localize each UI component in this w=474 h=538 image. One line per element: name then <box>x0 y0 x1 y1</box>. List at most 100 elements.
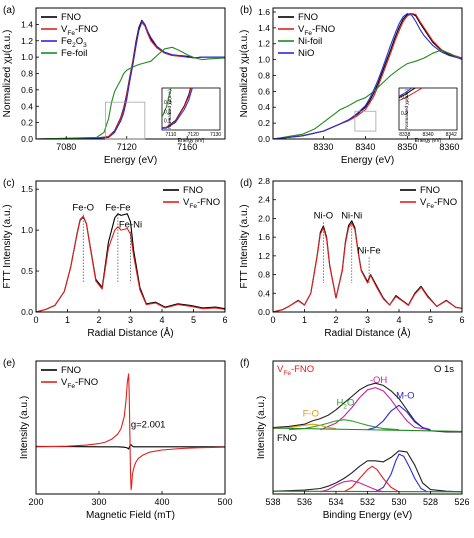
panel-b: (b) 8330 8340 8350 8360 0.0 0.2 0.4 0.6 0.8 1.0 1.2… <box>239 5 463 166</box>
series-line <box>273 423 337 430</box>
x-axis-label: Binding Energy (eV) <box>323 510 413 521</box>
x-tick-label: 530 <box>391 497 406 507</box>
y-tick-label: 0.0 <box>21 307 33 317</box>
y-tick-label: 0.0 <box>21 134 33 144</box>
y-tick-label: 2.8 <box>258 176 270 186</box>
series-group <box>273 13 462 139</box>
series-group <box>36 373 225 491</box>
x-tick-label: 200 <box>28 497 43 507</box>
y-tick-label: 0.2 <box>21 118 33 128</box>
annotation-label: Fe-Ni <box>119 220 142 231</box>
inset-x-tick-label: 8338 <box>399 132 410 138</box>
series-group <box>36 19 225 139</box>
inset-y-tick-label: 0.3 <box>164 100 171 106</box>
series-line <box>367 404 431 431</box>
y-tick-label: 1.0 <box>21 52 33 62</box>
plot-frame <box>272 7 463 140</box>
legend-label: VFe-FNO <box>420 197 457 210</box>
annotation-label: g=2.001 <box>131 420 166 431</box>
panel-letter: (f) <box>240 358 249 369</box>
x-tick-label: 8350 <box>397 142 417 152</box>
y-axis-label: Intensity (a.u.) <box>256 396 267 459</box>
y-tick-label: 2.0 <box>258 213 270 223</box>
plot-frame <box>35 360 226 495</box>
sample-label: VFe-FNO <box>277 364 314 377</box>
legend-label: VFe-FNO <box>61 24 98 37</box>
annotation-label: H2O <box>337 397 355 410</box>
series-line <box>36 46 225 139</box>
x-tick-label: 528 <box>423 497 438 507</box>
y-tick-label: 0.8 <box>258 270 270 280</box>
annotation-label: Ni-O <box>314 210 334 221</box>
x-tick-label: 8330 <box>313 142 333 152</box>
series-line <box>36 20 225 139</box>
panel-title: O 1s <box>434 364 454 375</box>
inset-series-line <box>162 88 193 129</box>
panel-letter: (d) <box>240 178 252 189</box>
legend-label: VFe-FNO <box>298 24 335 37</box>
x-tick-label: 4 <box>396 315 401 325</box>
series-line <box>273 220 462 312</box>
inset-y-tick-label: 0.2 <box>401 111 408 117</box>
y-tick-label: 0.8 <box>258 70 270 80</box>
y-tick-label: 0.0 <box>258 307 270 317</box>
series-line <box>36 373 225 491</box>
series-line <box>320 480 384 493</box>
zoom-box <box>354 110 377 132</box>
legend-label: FNO <box>61 365 81 376</box>
x-tick-label: 6 <box>459 315 464 325</box>
panel-d: (d) 0 1 2 3 4 5 6 0.0 0.4 0.8 1.2 1.6 2.0 2.4 2.8 Radial… <box>239 176 465 339</box>
series-line <box>36 215 225 312</box>
x-tick-label: 2 <box>333 315 338 325</box>
panel-f: (f) 538 536 534 532 530 528 526 Binding Energy (… <box>240 358 470 521</box>
y-tick-label: 1.6 <box>258 232 270 242</box>
x-tick-label: 5 <box>191 315 196 325</box>
x-axis-label: Radial Distance (Å) <box>324 326 410 339</box>
y-tick-label: 0.0 <box>258 134 270 144</box>
inset-y-tick-label: 0.1 <box>164 119 171 125</box>
legend-label: Ni-foil <box>298 36 322 47</box>
legend-label: Fe2O3 <box>61 36 87 49</box>
x-tick-label: 5 <box>428 315 433 325</box>
series-group <box>273 220 462 312</box>
x-tick-label: 7160 <box>177 142 197 152</box>
y-tick-label: 0.4 <box>258 102 270 112</box>
inset-series-line <box>162 88 192 129</box>
legend-label: VFe-FNO <box>61 377 98 390</box>
zoom-box <box>105 101 146 140</box>
x-tick-label: 526 <box>454 497 469 507</box>
inset-x-tick-label: 8340 <box>422 132 433 138</box>
series-line <box>288 419 400 431</box>
legend-label: NiO <box>298 48 314 59</box>
annotation-label: Ni-Fe <box>357 246 380 257</box>
x-tick-label: 400 <box>154 497 169 507</box>
x-tick-label: 532 <box>360 497 375 507</box>
series-line <box>320 387 431 431</box>
y-tick-label: 1.2 <box>258 39 270 49</box>
series-line <box>343 465 400 493</box>
series-group <box>36 213 225 312</box>
inset-frame <box>398 87 458 131</box>
x-tick-label: 3 <box>128 315 133 325</box>
x-axis-label: Energy (eV) <box>104 155 157 166</box>
annotation-label: Fe-Fe <box>105 202 130 213</box>
series-line <box>375 453 428 493</box>
x-tick-label: 2 <box>96 315 101 325</box>
inset-x-axis-label: Energy (eV) <box>415 138 442 144</box>
legend-label: FNO <box>61 12 81 23</box>
x-tick-label: 1 <box>302 315 307 325</box>
x-tick-label: 0 <box>270 315 275 325</box>
panel-e: (e) 200 300 400 500 Magnetic Field (mT) Intens… <box>3 358 233 521</box>
y-tick-label: 1.6 <box>258 7 270 17</box>
series-line <box>273 427 462 432</box>
annotation-label: F-O <box>303 408 319 419</box>
x-tick-label: 7120 <box>117 142 137 152</box>
annotation-label: -OH <box>370 375 388 386</box>
inset-x-tick-label: 7130 <box>210 132 221 138</box>
y-axis-label: FTT Intensity (a.u.) <box>2 204 13 288</box>
x-tick-label: 6 <box>222 315 227 325</box>
x-tick-label: 534 <box>328 497 343 507</box>
legend-label: FNO <box>183 185 203 196</box>
